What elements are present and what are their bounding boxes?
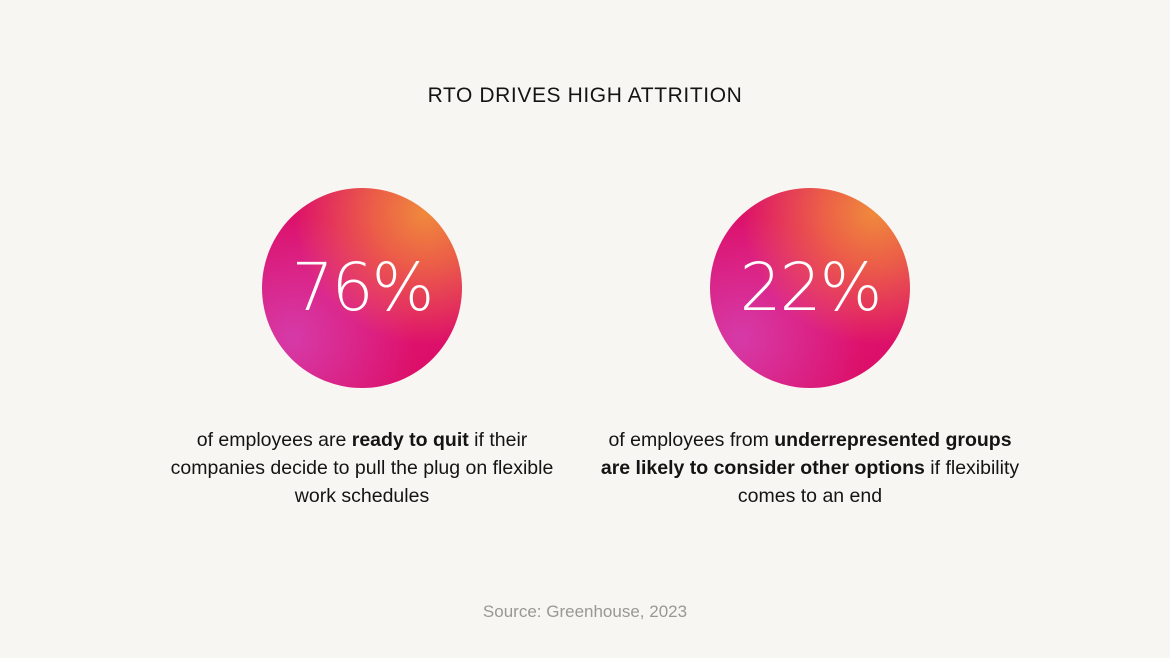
stat-description-text: if flexibility comes to an end — [737, 457, 1020, 507]
stat-card-left: 76% of employees are ready to quit if th… — [152, 188, 572, 510]
stat-description: of employees are ready to quit if their … — [152, 426, 572, 510]
stat-description-highlight: underrepresented groups are likely to co… — [600, 429, 1012, 479]
stat-description: of employees from underrepresented group… — [600, 426, 1020, 510]
stat-circle: 76% — [262, 188, 462, 388]
source-citation: Source: Greenhouse, 2023 — [482, 602, 688, 621]
stat-description-text: if their companies decide to pull the pl… — [170, 429, 554, 507]
stat-value: 76% — [291, 249, 435, 326]
page-title: RTO DRIVES HIGH ATTRITION — [427, 84, 743, 107]
stat-circle: 22% — [710, 188, 910, 388]
stat-description-text: of employees from — [608, 429, 775, 451]
stat-description-text: of employees are — [196, 429, 352, 451]
stat-value: 22% — [739, 249, 883, 326]
stat-card-right: 22% of employees from underrepresented g… — [600, 188, 1020, 510]
stat-description-highlight: ready to quit — [351, 429, 469, 451]
